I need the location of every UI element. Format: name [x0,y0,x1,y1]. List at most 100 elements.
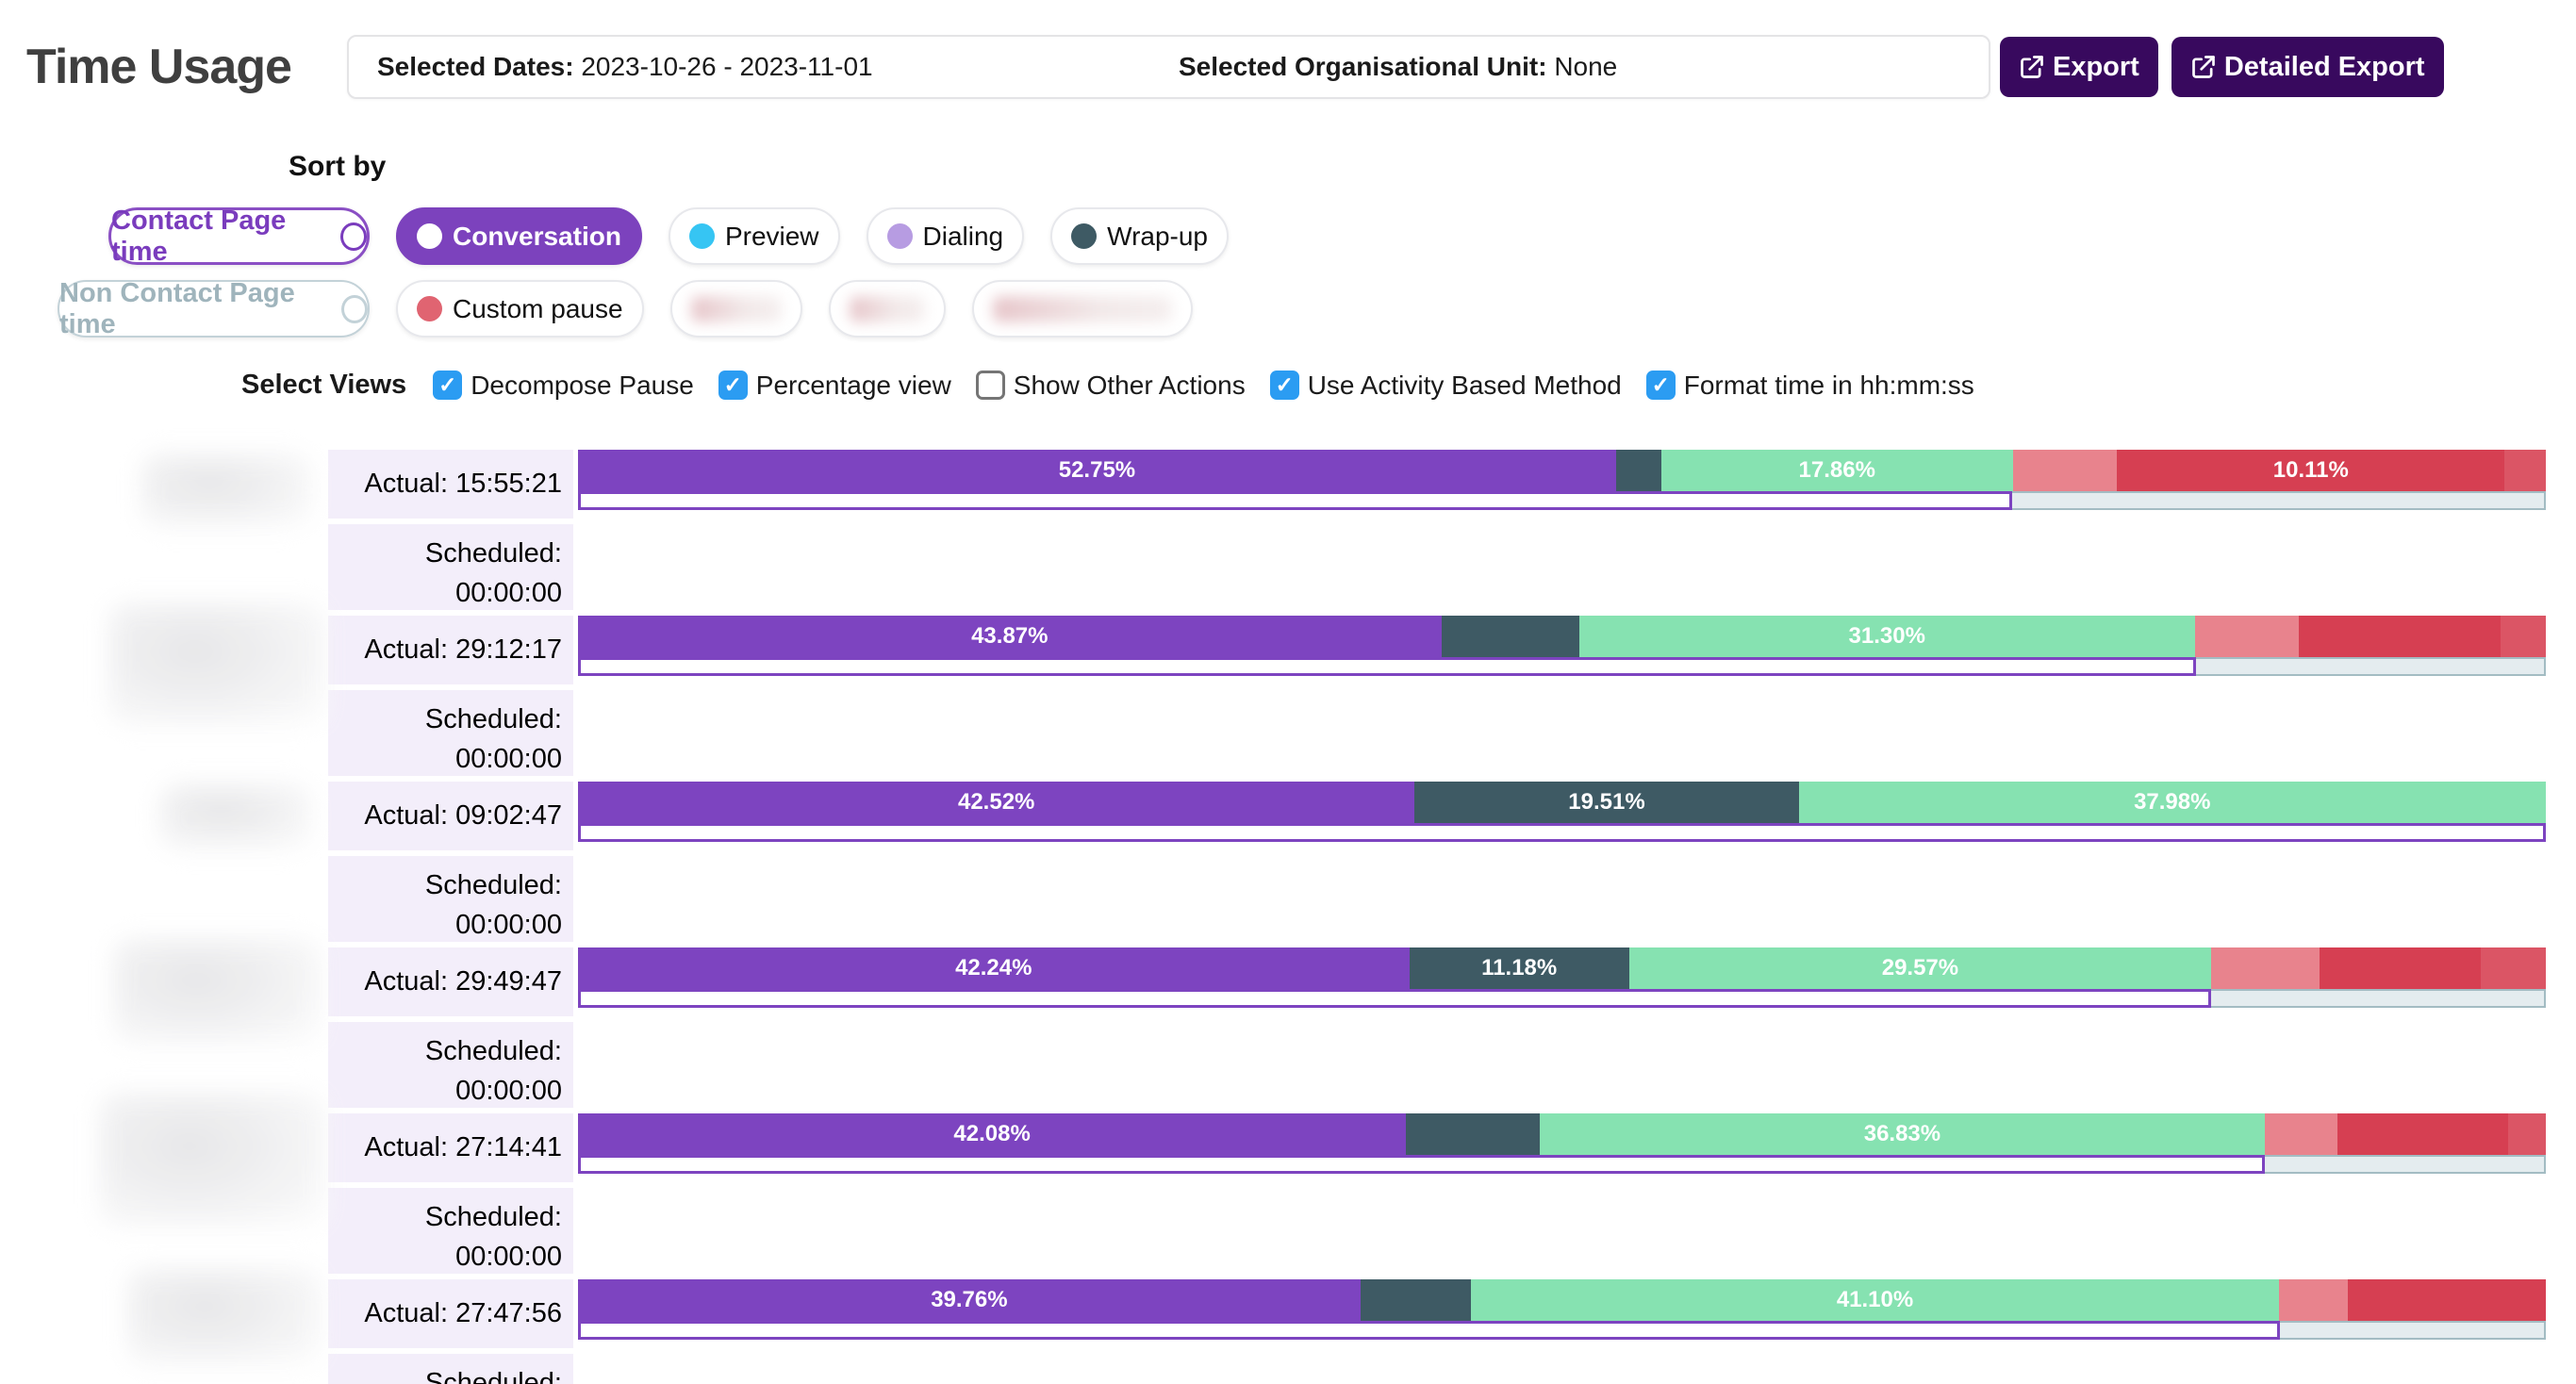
bar-segment-green[interactable]: 31.30% [1578,616,2195,657]
bar-segment-teal[interactable] [1406,1113,1541,1155]
bar-segment-green[interactable]: 29.57% [1628,947,2211,989]
checkbox-unchecked-icon [975,371,1005,400]
redacted-label [690,295,782,322]
view-checkbox-show-other-actions[interactable]: Show Other Actions [975,371,1246,401]
segment-percent-label: 52.75% [1058,457,1136,483]
usage-bar: 42.08% 36.83% [578,1113,2546,1155]
view-checkbox-use-activity-based-method[interactable]: ✓ Use Activity Based Method [1269,371,1622,401]
scheduled-value: 00:00:00 [455,1242,562,1272]
view-checkbox-decompose-pause[interactable]: ✓ Decompose Pause [433,371,694,401]
scheduled-label: Scheduled: [424,1368,562,1384]
export-icon [2021,56,2043,78]
sort-option-non-contact-page-time[interactable]: Non Contact Page time [58,278,370,339]
usage-bar-area: 42.08% 36.83% [573,1113,2546,1182]
bar-segment-teal[interactable] [1615,450,1661,491]
bar-segment-green[interactable]: 17.86% [1660,450,2013,491]
contact-split-strip [578,1321,2546,1340]
view-checkbox-format-time-in-hh-mm-ss[interactable]: ✓ Format time in hh:mm:ss [1645,370,1974,401]
bar-segment-teal[interactable]: 11.18% [1409,947,1629,989]
segment-percent-label: 39.76% [931,1287,1008,1312]
legend-row-2: Non Contact Page time Custom pause [58,278,2576,339]
filter-summary-box: Selected Dates: 2023-10-26 - 2023-11-01 … [347,35,1990,99]
non-contact-page-time-bar [2211,989,2546,1008]
bar-segment-purple[interactable]: 52.75% [578,450,1616,491]
sort-option-contact-page-time[interactable]: Contact Page time [108,206,370,267]
actual-time-cell: Actual: 29:49:47 [328,947,573,1016]
bar-segment-pink[interactable] [2279,1279,2349,1321]
bar-segment-red[interactable]: 10.11% [2117,450,2505,491]
bar-segment-pink[interactable] [2194,616,2300,657]
bar-segment-purple[interactable]: 42.08% [578,1113,1407,1155]
bar-segment-teal[interactable] [1360,1279,1471,1321]
bar-segment-teal[interactable] [1441,616,1579,657]
usage-bar-area: 42.52% 19.51% 37.98% [573,782,2546,850]
bar-segment-pink[interactable] [2264,1113,2337,1155]
bar-segment-red_light[interactable] [2508,1113,2546,1155]
bar-segment-green[interactable]: 36.83% [1540,1113,2265,1155]
select-views-row: Select Views ✓ Decompose Pause ✓ Percentage… [241,370,2576,401]
legend-chip-redacted[interactable] [669,280,802,338]
selected-org-unit: Selected Organisational Unit: None [1150,52,1617,82]
agent-usage-group: Actual: 15:55:21 52.75% 17.86% 10.11% Schedu… [0,450,2546,610]
legend-chip-wrap-up[interactable]: Wrap-up [1050,207,1229,265]
bar-segment-red[interactable] [2337,1113,2509,1155]
segment-percent-label: 19.51% [1568,789,1645,815]
legend-dot-icon [417,223,442,249]
bar-segment-pink[interactable] [2012,450,2118,491]
legend-chip-label: Custom pause [453,293,623,323]
actual-time-cell: Actual: 29:12:17 [328,616,573,684]
bar-segment-red[interactable] [2348,1279,2546,1321]
bar-segment-green[interactable]: 41.10% [1470,1279,2280,1321]
bar-segment-purple[interactable]: 42.24% [578,947,1410,989]
scheduled-time-cell: Scheduled: 00:00:00 [328,856,573,942]
view-checkbox-label: Format time in hh:mm:ss [1683,370,1974,400]
scheduled-value: 00:00:00 [455,910,562,940]
bar-segment-green[interactable]: 37.98% [1798,782,2546,823]
selected-org-label: Selected Organisational Unit: [1179,52,1547,81]
legend-chip-dialing[interactable]: Dialing [866,207,1025,265]
agent-name-redacted-blob [141,453,311,527]
actual-time-cell: Actual: 27:14:41 [328,1113,573,1182]
legend-chip-label: Preview [724,221,819,251]
bar-segment-red_light[interactable] [2500,616,2546,657]
bar-segment-red_light[interactable] [2481,947,2546,989]
bar-segment-teal[interactable]: 19.51% [1414,782,1799,823]
contact-split-strip [578,657,2546,676]
bar-segment-purple[interactable]: 43.87% [578,616,1442,657]
legend-chip-conversation[interactable]: Conversation [396,207,642,265]
legend-chip-preview[interactable]: Preview [668,207,840,265]
non-contact-page-time-bar [2264,1155,2546,1174]
bar-segment-purple[interactable]: 39.76% [578,1279,1361,1321]
non-contact-page-time-bar [2280,1321,2546,1340]
segment-percent-label: 11.18% [1481,955,1558,980]
export-icon [2192,56,2215,78]
legend-chip-custom-pause[interactable]: Custom pause [396,280,644,338]
bar-segment-pink[interactable] [2210,947,2320,989]
export-button[interactable]: Export [2000,37,2158,97]
bar-segment-purple[interactable]: 42.52% [578,782,1415,823]
actual-time-cell: Actual: 15:55:21 [328,450,573,519]
bar-segment-red[interactable] [2299,616,2501,657]
agent-name-redacted-blob [108,602,325,725]
agent-name-cell [0,450,328,610]
detailed-export-button[interactable]: Detailed Export [2171,37,2444,97]
legend-chip-redacted[interactable] [828,280,946,338]
legend-chip-label: Dialing [922,221,1004,251]
contact-page-time-bar [578,1321,2281,1340]
bar-segment-red[interactable] [2319,947,2482,989]
selected-dates-value: 2023-10-26 - 2023-11-01 [581,52,873,81]
redacted-label [992,295,1172,322]
page-title: Time Usage [26,40,292,94]
scheduled-label: Scheduled: [424,1036,562,1066]
time-usage-chart: Actual: 15:55:21 52.75% 17.86% 10.11% Schedu… [0,450,2576,1384]
selected-dates-label: Selected Dates: [377,52,574,81]
agent-usage-group: Actual: 09:02:47 42.52% 19.51% 37.98% Schedu… [0,782,2546,942]
bar-segment-red_light[interactable] [2504,450,2546,491]
scheduled-time-cell: Scheduled: 00:00:00 [328,1022,573,1108]
select-views-title: Select Views [241,370,407,400]
non-contact-page-time-bar [2195,657,2546,676]
view-checkbox-percentage-view[interactable]: ✓ Percentage view [718,371,951,401]
legend-chip-redacted[interactable] [971,280,1193,338]
actual-time-cell: Actual: 09:02:47 [328,782,573,850]
